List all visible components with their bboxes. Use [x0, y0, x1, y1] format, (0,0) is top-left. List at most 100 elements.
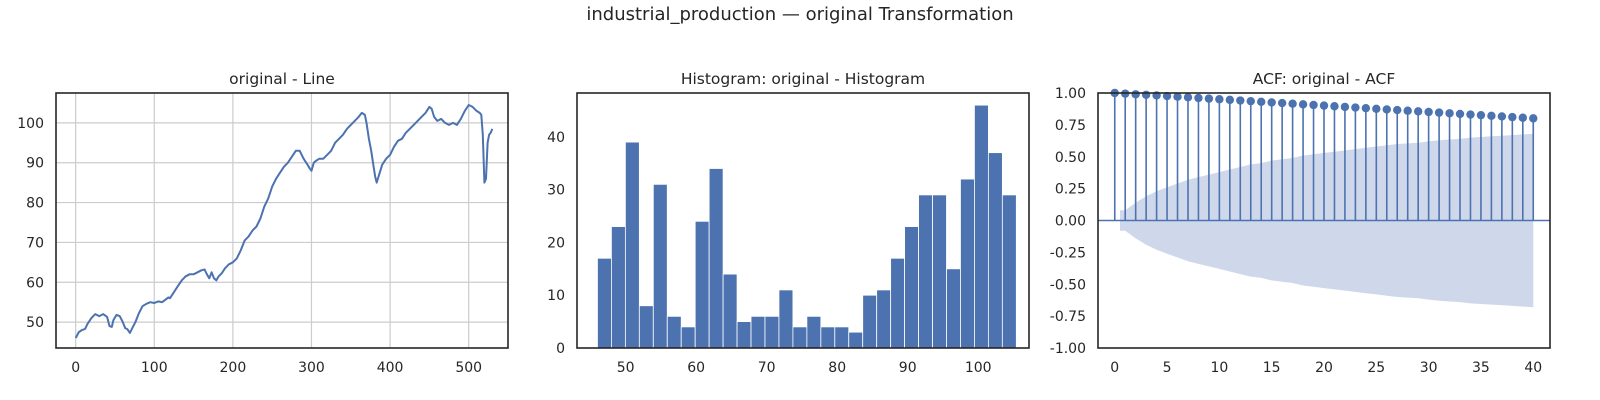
acf-point [1236, 96, 1245, 105]
histogram-bar [932, 194, 947, 349]
histogram-bar [708, 168, 724, 349]
histogram-bar [694, 220, 710, 349]
acf-point [1508, 112, 1517, 122]
histogram-bar [792, 326, 808, 349]
histogram-bar [918, 194, 933, 349]
histogram-bar [890, 257, 906, 349]
figure-title: industrial_production — original Transfo… [586, 4, 1014, 25]
acf-point [1141, 90, 1151, 99]
x-tick-label: 100 [965, 360, 992, 376]
acf-point [1351, 103, 1360, 112]
y-tick-label: 90 [26, 156, 44, 172]
x-tick-label: 500 [455, 360, 482, 376]
histogram-bar [680, 326, 696, 349]
acf-point [1529, 114, 1538, 123]
y-tick-label: 0 [556, 341, 565, 357]
y-tick-label: -0.50 [1050, 277, 1086, 293]
acf-point [1434, 108, 1444, 117]
y-tick-label: 0.50 [1055, 150, 1086, 166]
x-tick-label: 20 [1315, 360, 1333, 376]
series-line [74, 104, 494, 339]
acf-point [1194, 93, 1203, 103]
y-tick-label: 0.25 [1055, 182, 1086, 198]
x-tick-label: 80 [828, 360, 846, 376]
histogram-bar [960, 178, 975, 349]
y-tick-label: 80 [26, 196, 44, 212]
histogram-bar [624, 141, 640, 349]
x-tick-label: 100 [141, 360, 168, 376]
x-tick-label: 35 [1472, 360, 1490, 376]
acf-point [1173, 92, 1182, 101]
x-tick-label: 200 [220, 360, 247, 376]
x-tick-label: 50 [617, 360, 635, 376]
acf-point [1183, 93, 1193, 102]
x-tick-label: 70 [758, 360, 776, 376]
histogram-panel: Histogram: original - Histogram 50 60 70 80 9… [547, 70, 1030, 376]
acf-point [1298, 100, 1308, 109]
acf-point [1131, 90, 1140, 99]
y-tick-label: 20 [547, 235, 565, 251]
x-tick-label: 5 [1163, 360, 1172, 376]
x-tick-label: 0 [71, 360, 80, 376]
y-tick-label: -0.25 [1050, 245, 1086, 261]
x-tick-label: 0 [1110, 360, 1119, 376]
acf-point [1319, 101, 1329, 110]
histogram-bar [764, 315, 780, 349]
histogram-bar [862, 294, 878, 349]
histogram-bar [638, 305, 654, 349]
y-tick-label: 50 [26, 315, 44, 331]
histogram-bar [1001, 194, 1017, 349]
acf-point [1424, 107, 1433, 117]
acf-point [1288, 99, 1297, 108]
histogram-bar [652, 183, 668, 349]
x-tick-label: 30 [1420, 360, 1438, 376]
line-chart-panel: original - Line 0 100 200 300 400 500 50 60 70 80 9… [17, 70, 509, 376]
acf-point [1246, 96, 1255, 106]
acf-panel: ACF: original - ACF 0 5 10 15 20 25 30 35 40 -1.00… [1050, 70, 1551, 376]
chart-title: original - Line [229, 70, 335, 88]
acf-point [1372, 104, 1381, 114]
acf-point [1309, 100, 1318, 110]
histogram-bar [597, 257, 612, 349]
acf-point [1361, 103, 1371, 113]
histogram-bar [806, 315, 822, 349]
axes-frame [55, 92, 509, 349]
acf-point [1403, 106, 1412, 115]
y-tick-label: 60 [26, 275, 44, 291]
histogram-bar [778, 289, 794, 349]
histogram-bar [904, 226, 919, 349]
y-tick-label: 0.00 [1055, 214, 1086, 230]
y-tick-label: 10 [547, 288, 565, 304]
y-tick-label: 70 [26, 235, 44, 251]
acf-point [1393, 105, 1402, 115]
histogram-bar [722, 273, 738, 349]
acf-point [1267, 98, 1276, 107]
histogram-bar [611, 226, 626, 349]
histogram-bar [834, 326, 850, 349]
acf-point [1382, 105, 1391, 114]
axes-frame [576, 92, 1030, 349]
y-tick-label: 30 [547, 183, 565, 199]
x-tick-label: 60 [687, 360, 705, 376]
histogram-bar [820, 326, 836, 349]
acf-point [1476, 110, 1486, 120]
axes-frame [1097, 92, 1551, 349]
acf-point [1330, 102, 1339, 111]
acf-point [1162, 91, 1172, 101]
acf-point [1497, 112, 1507, 121]
y-tick-label: 1.00 [1055, 86, 1086, 102]
acf-point [1340, 102, 1350, 112]
acf-point [1215, 95, 1224, 104]
y-tick-label: 0.75 [1055, 118, 1086, 134]
acf-point [1466, 110, 1475, 119]
histogram-bar [876, 289, 892, 349]
histogram-bar [848, 331, 864, 349]
y-tick-label: 100 [17, 116, 44, 132]
x-tick-label: 300 [298, 360, 325, 376]
x-tick-label: 10 [1210, 360, 1228, 376]
acf-point [1257, 97, 1266, 106]
acf-point [1204, 94, 1214, 103]
histogram-bar [750, 315, 766, 349]
acf-point [1413, 107, 1423, 116]
